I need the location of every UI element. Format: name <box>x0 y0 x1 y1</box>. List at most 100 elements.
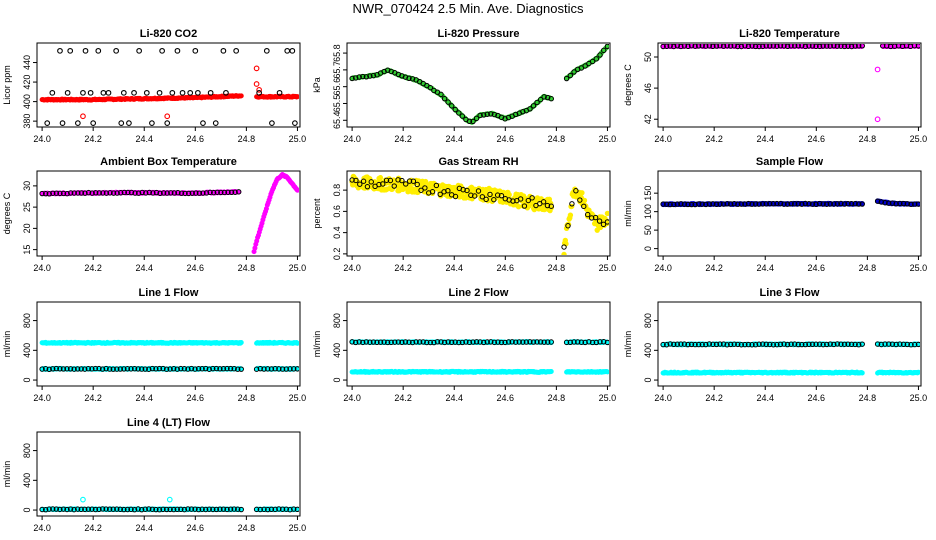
x-tick-label: 24.4 <box>445 134 463 144</box>
x-tick-label: 24.8 <box>548 393 566 403</box>
data-point <box>601 47 607 54</box>
data-point <box>195 366 202 372</box>
series-ambient <box>39 189 242 197</box>
data-point <box>717 44 723 49</box>
data-point <box>67 47 74 54</box>
data-point <box>521 203 528 209</box>
data-point <box>770 44 777 49</box>
data-point <box>110 366 116 372</box>
data-point <box>128 189 135 196</box>
data-point <box>164 120 171 126</box>
data-point <box>897 200 903 207</box>
data-point <box>68 190 74 196</box>
data-point <box>164 113 171 120</box>
data-point <box>213 365 220 372</box>
data-point <box>272 506 278 513</box>
data-point <box>809 201 816 207</box>
data-point <box>353 177 359 184</box>
data-point <box>118 190 124 196</box>
data-point <box>349 75 355 82</box>
data-point <box>360 178 367 184</box>
plot-area <box>660 198 920 208</box>
data-point <box>429 190 436 197</box>
y-tick-label: 800 <box>22 443 32 458</box>
data-point <box>367 339 373 345</box>
data-point <box>488 111 494 117</box>
data-point <box>75 120 81 126</box>
x-tick-label: 25.0 <box>289 134 307 144</box>
data-point <box>142 366 148 372</box>
data-point <box>377 174 384 181</box>
plot-area <box>39 496 299 513</box>
y-tick-label: 400 <box>22 94 32 109</box>
y-tick-label: 0.4 <box>332 226 342 239</box>
data-point <box>674 341 681 347</box>
data-point <box>181 506 188 513</box>
data-point <box>874 341 881 347</box>
data-point <box>589 339 596 346</box>
data-point <box>261 506 267 513</box>
data-point <box>820 341 826 348</box>
plot-area <box>349 339 609 375</box>
data-point <box>220 366 227 372</box>
data-point <box>781 341 787 347</box>
data-point <box>915 201 920 207</box>
y-tick-label: 0 <box>22 378 32 383</box>
data-point <box>103 506 109 512</box>
data-point <box>699 201 705 207</box>
data-point <box>848 44 855 50</box>
data-point <box>523 339 530 345</box>
data-point <box>667 341 673 347</box>
data-point <box>263 47 270 54</box>
data-point <box>720 201 727 207</box>
data-point <box>276 366 282 372</box>
x-tick-label: 24.4 <box>445 393 463 403</box>
data-point <box>441 339 448 346</box>
panel-title: Line 2 Flow <box>449 287 509 299</box>
x-tick-label: 24.2 <box>394 134 412 144</box>
data-point <box>210 506 216 513</box>
data-point <box>688 201 695 208</box>
data-point <box>459 339 466 346</box>
data-point <box>410 178 417 184</box>
data-point <box>153 366 159 372</box>
data-point <box>179 89 186 96</box>
data-point <box>438 91 444 98</box>
x-tick-label: 24.6 <box>808 393 826 403</box>
data-point <box>64 190 70 197</box>
data-point <box>238 339 244 345</box>
x-tick-label: 24.4 <box>135 393 153 403</box>
data-point <box>196 190 203 196</box>
data-point <box>466 118 473 124</box>
data-point <box>82 366 88 372</box>
data-point <box>87 89 94 96</box>
data-point <box>777 44 784 49</box>
data-point <box>235 506 241 512</box>
data-point <box>269 120 275 126</box>
y-tick-label: 400 <box>22 473 32 488</box>
x-tick-label: 24.6 <box>187 134 205 144</box>
data-point <box>874 116 881 123</box>
data-point <box>283 506 290 512</box>
data-point <box>253 366 260 372</box>
series-upper <box>349 339 554 346</box>
data-point <box>806 200 812 207</box>
data-point <box>238 366 244 372</box>
data-point <box>96 190 103 196</box>
data-point <box>92 506 99 513</box>
data-point <box>169 89 176 96</box>
data-point <box>42 366 49 372</box>
plot-frame <box>36 431 301 517</box>
data-point <box>678 201 684 207</box>
data-point <box>381 339 387 345</box>
data-point <box>188 506 195 512</box>
x-tick-label: 24.2 <box>394 393 412 403</box>
data-point <box>395 339 402 345</box>
x-tick-label: 24.4 <box>756 263 774 273</box>
data-point <box>586 339 592 345</box>
data-point <box>138 366 145 372</box>
data-point <box>53 506 60 512</box>
data-point <box>809 44 816 49</box>
data-point <box>806 44 812 49</box>
